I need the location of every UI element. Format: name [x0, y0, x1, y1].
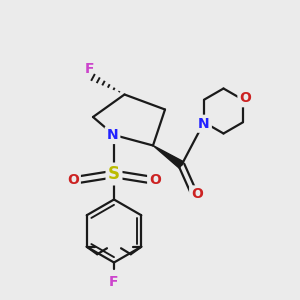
Polygon shape — [153, 146, 184, 168]
Text: N: N — [107, 128, 118, 142]
Text: S: S — [108, 165, 120, 183]
Text: F: F — [109, 275, 119, 289]
Text: O: O — [191, 188, 203, 201]
Text: O: O — [67, 173, 79, 187]
Text: O: O — [149, 173, 161, 187]
Text: F: F — [85, 62, 95, 76]
Text: N: N — [198, 117, 210, 131]
Text: O: O — [239, 91, 251, 105]
